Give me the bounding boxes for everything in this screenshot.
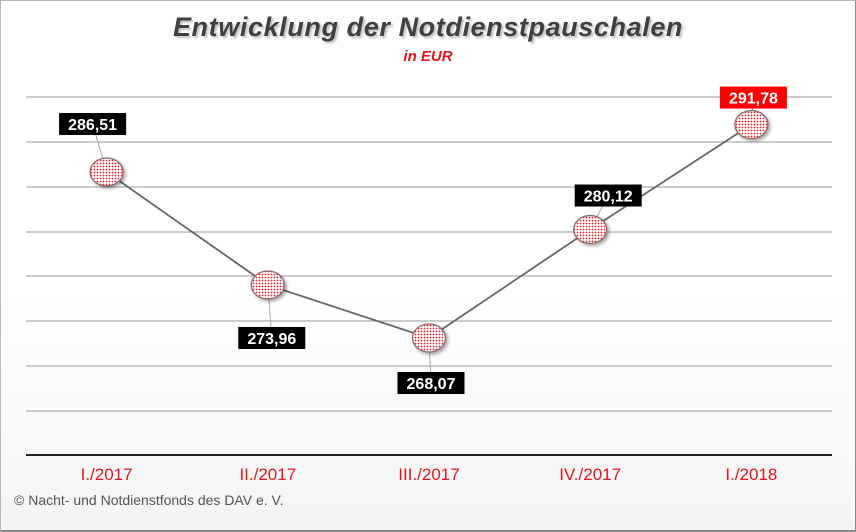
copyright-text: © Nacht- und Notdienstfonds des DAV e. V… <box>14 492 284 508</box>
x-tick-label: II./2017 <box>239 465 296 484</box>
data-label: 291,78 <box>719 86 787 109</box>
data-point <box>250 270 285 300</box>
data-label: 280,12 <box>574 184 642 207</box>
data-label-text: 273,96 <box>247 331 296 348</box>
data-label-box <box>238 326 306 349</box>
gridlines <box>26 96 832 412</box>
data-point <box>573 214 608 245</box>
data-label-text: 280,12 <box>584 189 633 206</box>
x-tick-label: III./2017 <box>398 465 459 484</box>
data-markers <box>89 109 769 353</box>
x-tick-label: I./2017 <box>81 465 133 484</box>
data-label-box <box>59 113 127 135</box>
series-line <box>106 123 752 339</box>
data-point <box>89 157 124 187</box>
data-label-text: 268,07 <box>407 376 456 393</box>
x-tick-label: IV./2017 <box>559 465 621 484</box>
data-point <box>734 109 769 140</box>
data-label-text: 286,51 <box>68 117 117 134</box>
chart-subtitle: in EUR <box>403 48 453 65</box>
data-label: 268,07 <box>397 372 465 394</box>
data-label-box <box>574 184 642 207</box>
data-label: 273,96 <box>238 326 306 349</box>
data-label-box <box>397 372 465 394</box>
x-tick-labels: I./2017 II./2017 III./2017 IV./2017 I./2018 <box>81 465 778 484</box>
data-label: 286,51 <box>59 113 127 135</box>
data-labels: 286,51 273,96 268,07 280,12 291,78 <box>59 86 787 394</box>
chart-title: Entwicklung der Notdienstpauschalen <box>172 12 684 42</box>
data-label-box <box>719 86 787 109</box>
data-label-text: 291,78 <box>729 91 778 108</box>
data-point <box>411 323 447 353</box>
x-tick-label: I./2018 <box>725 465 777 484</box>
